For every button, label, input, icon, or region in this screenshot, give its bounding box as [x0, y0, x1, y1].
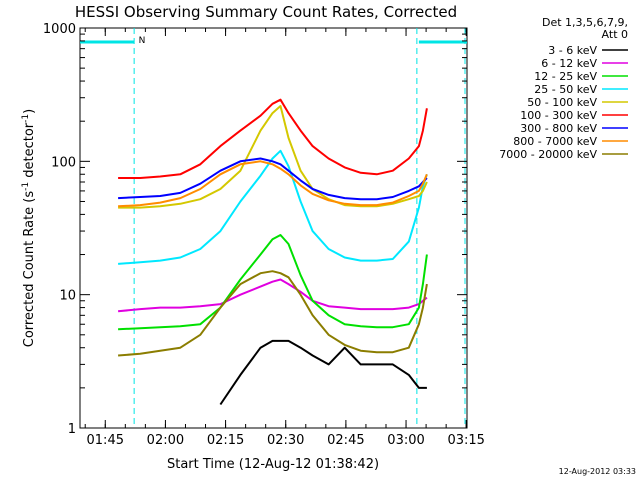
series-5	[118, 98, 428, 179]
y-axis-label-mid: detector	[22, 122, 37, 182]
series-line-8	[118, 270, 428, 357]
series-line-4	[118, 105, 428, 209]
x-tick-label-4: 02:45	[327, 433, 364, 448]
x-tick-label-2: 02:15	[207, 433, 244, 448]
series-1	[118, 278, 428, 313]
series-4	[118, 105, 428, 209]
series-line-3	[118, 149, 428, 265]
legend-header-line-1: Det 1,3,5,6,7,9,	[542, 16, 628, 29]
series-line-2	[118, 234, 428, 331]
legend-label-3: 25 - 50 keV	[534, 83, 597, 96]
legend-label-8: 7000 - 20000 keV	[499, 148, 597, 161]
plot-frame	[79, 27, 468, 429]
y-axis-label: Corrected Count Rate (s-1 detector-1)	[21, 109, 37, 347]
x-axis-label: Start Time (12-Aug-12 01:38:42)	[167, 457, 379, 472]
footer-timestamp: 12-Aug-2012 03:33	[559, 467, 636, 476]
legend-label-2: 12 - 25 keV	[534, 70, 597, 83]
series-line-6	[118, 157, 428, 201]
legend-label-6: 300 - 800 keV	[520, 122, 597, 135]
legend-label-4: 50 - 100 keV	[527, 96, 597, 109]
legend-label-7: 800 - 7000 keV	[513, 135, 597, 148]
y-axis: 1 10 100 1000	[43, 22, 467, 437]
series-8	[118, 270, 428, 357]
legend-header-line-2: Att 0	[602, 28, 628, 41]
y-tick-label-2: 100	[51, 155, 76, 170]
series-line-7	[118, 160, 428, 208]
series-2	[118, 234, 428, 331]
y-axis-label-suffix: )	[22, 109, 37, 114]
series-line-1	[118, 278, 428, 313]
x-tick-label-0: 01:45	[87, 433, 124, 448]
x-tick-label-3: 02:30	[267, 433, 304, 448]
legend-label-1: 6 - 12 keV	[541, 57, 597, 70]
legend-label-5: 100 - 300 keV	[520, 109, 597, 122]
y-tick-label-3: 1000	[43, 22, 76, 37]
series-layer	[118, 98, 428, 406]
x-tick-label-6: 03:15	[447, 433, 484, 448]
y-axis-label-prefix: Corrected Count Rate (s	[22, 191, 37, 348]
legend-label-0: 3 - 6 keV	[548, 44, 597, 57]
y-axis-label-sup1: -1	[21, 182, 31, 191]
y-tick-label-1: 10	[59, 289, 76, 304]
x-tick-label-5: 03:00	[387, 433, 424, 448]
series-line-0	[219, 339, 427, 406]
y-tick-label-0: 1	[68, 422, 76, 437]
series-3	[118, 149, 428, 265]
y-axis-label-sup2: -1	[21, 114, 31, 123]
series-7	[118, 160, 428, 208]
x-axis: 01:45 02:00 02:15 02:30 02:45 03:00 03:15	[84, 28, 485, 448]
x-tick-label-1: 02:00	[147, 433, 184, 448]
plot-area	[79, 27, 468, 429]
chart-title: HESSI Observing Summary Count Rates, Cor…	[75, 3, 457, 21]
marker-layer	[133, 28, 466, 428]
series-6	[118, 157, 428, 201]
series-line-5	[118, 98, 428, 179]
series-0	[219, 339, 427, 406]
night-annotation-n: N	[139, 36, 146, 46]
